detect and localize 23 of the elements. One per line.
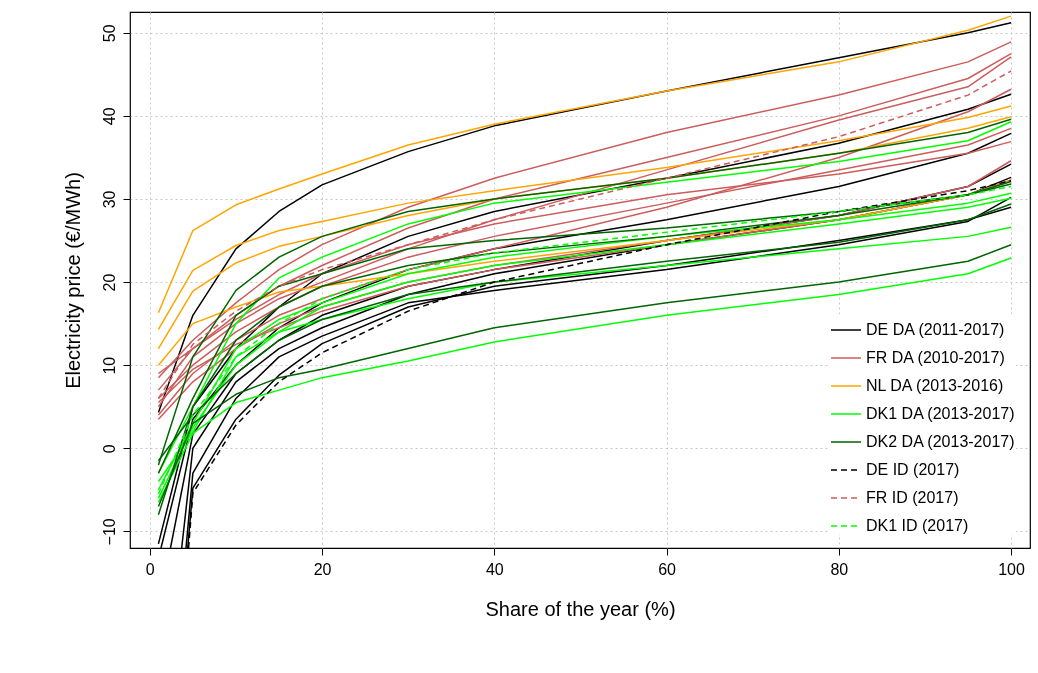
- x-tick-label: 60: [658, 560, 677, 578]
- legend-label: DK1 DA (2013-2017): [866, 405, 1015, 422]
- legend-label: NL DA (2013-2016): [866, 377, 1004, 394]
- y-tick-label: 50: [100, 24, 118, 43]
- x-axis-title: Share of the year (%): [485, 597, 676, 620]
- y-tick-label: 0: [100, 444, 118, 454]
- legend-label: DK1 ID (2017): [866, 517, 969, 534]
- x-tick-label: 100: [998, 560, 1025, 578]
- y-axis-title: Electricity price (€/MWh): [61, 172, 84, 389]
- x-tick-label: 0: [145, 560, 155, 578]
- x-tick-label: 80: [830, 560, 849, 578]
- legend-label: DK2 DA (2013-2017): [866, 433, 1015, 450]
- y-tick-label: 10: [100, 356, 118, 375]
- y-tick-label: −10: [100, 518, 118, 546]
- legend-label: FR DA (2010-2017): [866, 349, 1005, 366]
- y-tick-label: 30: [100, 190, 118, 209]
- y-tick-label: 40: [100, 107, 118, 126]
- y-tick-label: 20: [100, 273, 118, 292]
- x-tick-label: 40: [485, 560, 504, 578]
- legend-label: DE DA (2011-2017): [866, 321, 1005, 338]
- legend-label: DE ID (2017): [866, 461, 960, 478]
- x-tick-label: 20: [313, 560, 332, 578]
- legend-label: FR ID (2017): [866, 489, 959, 506]
